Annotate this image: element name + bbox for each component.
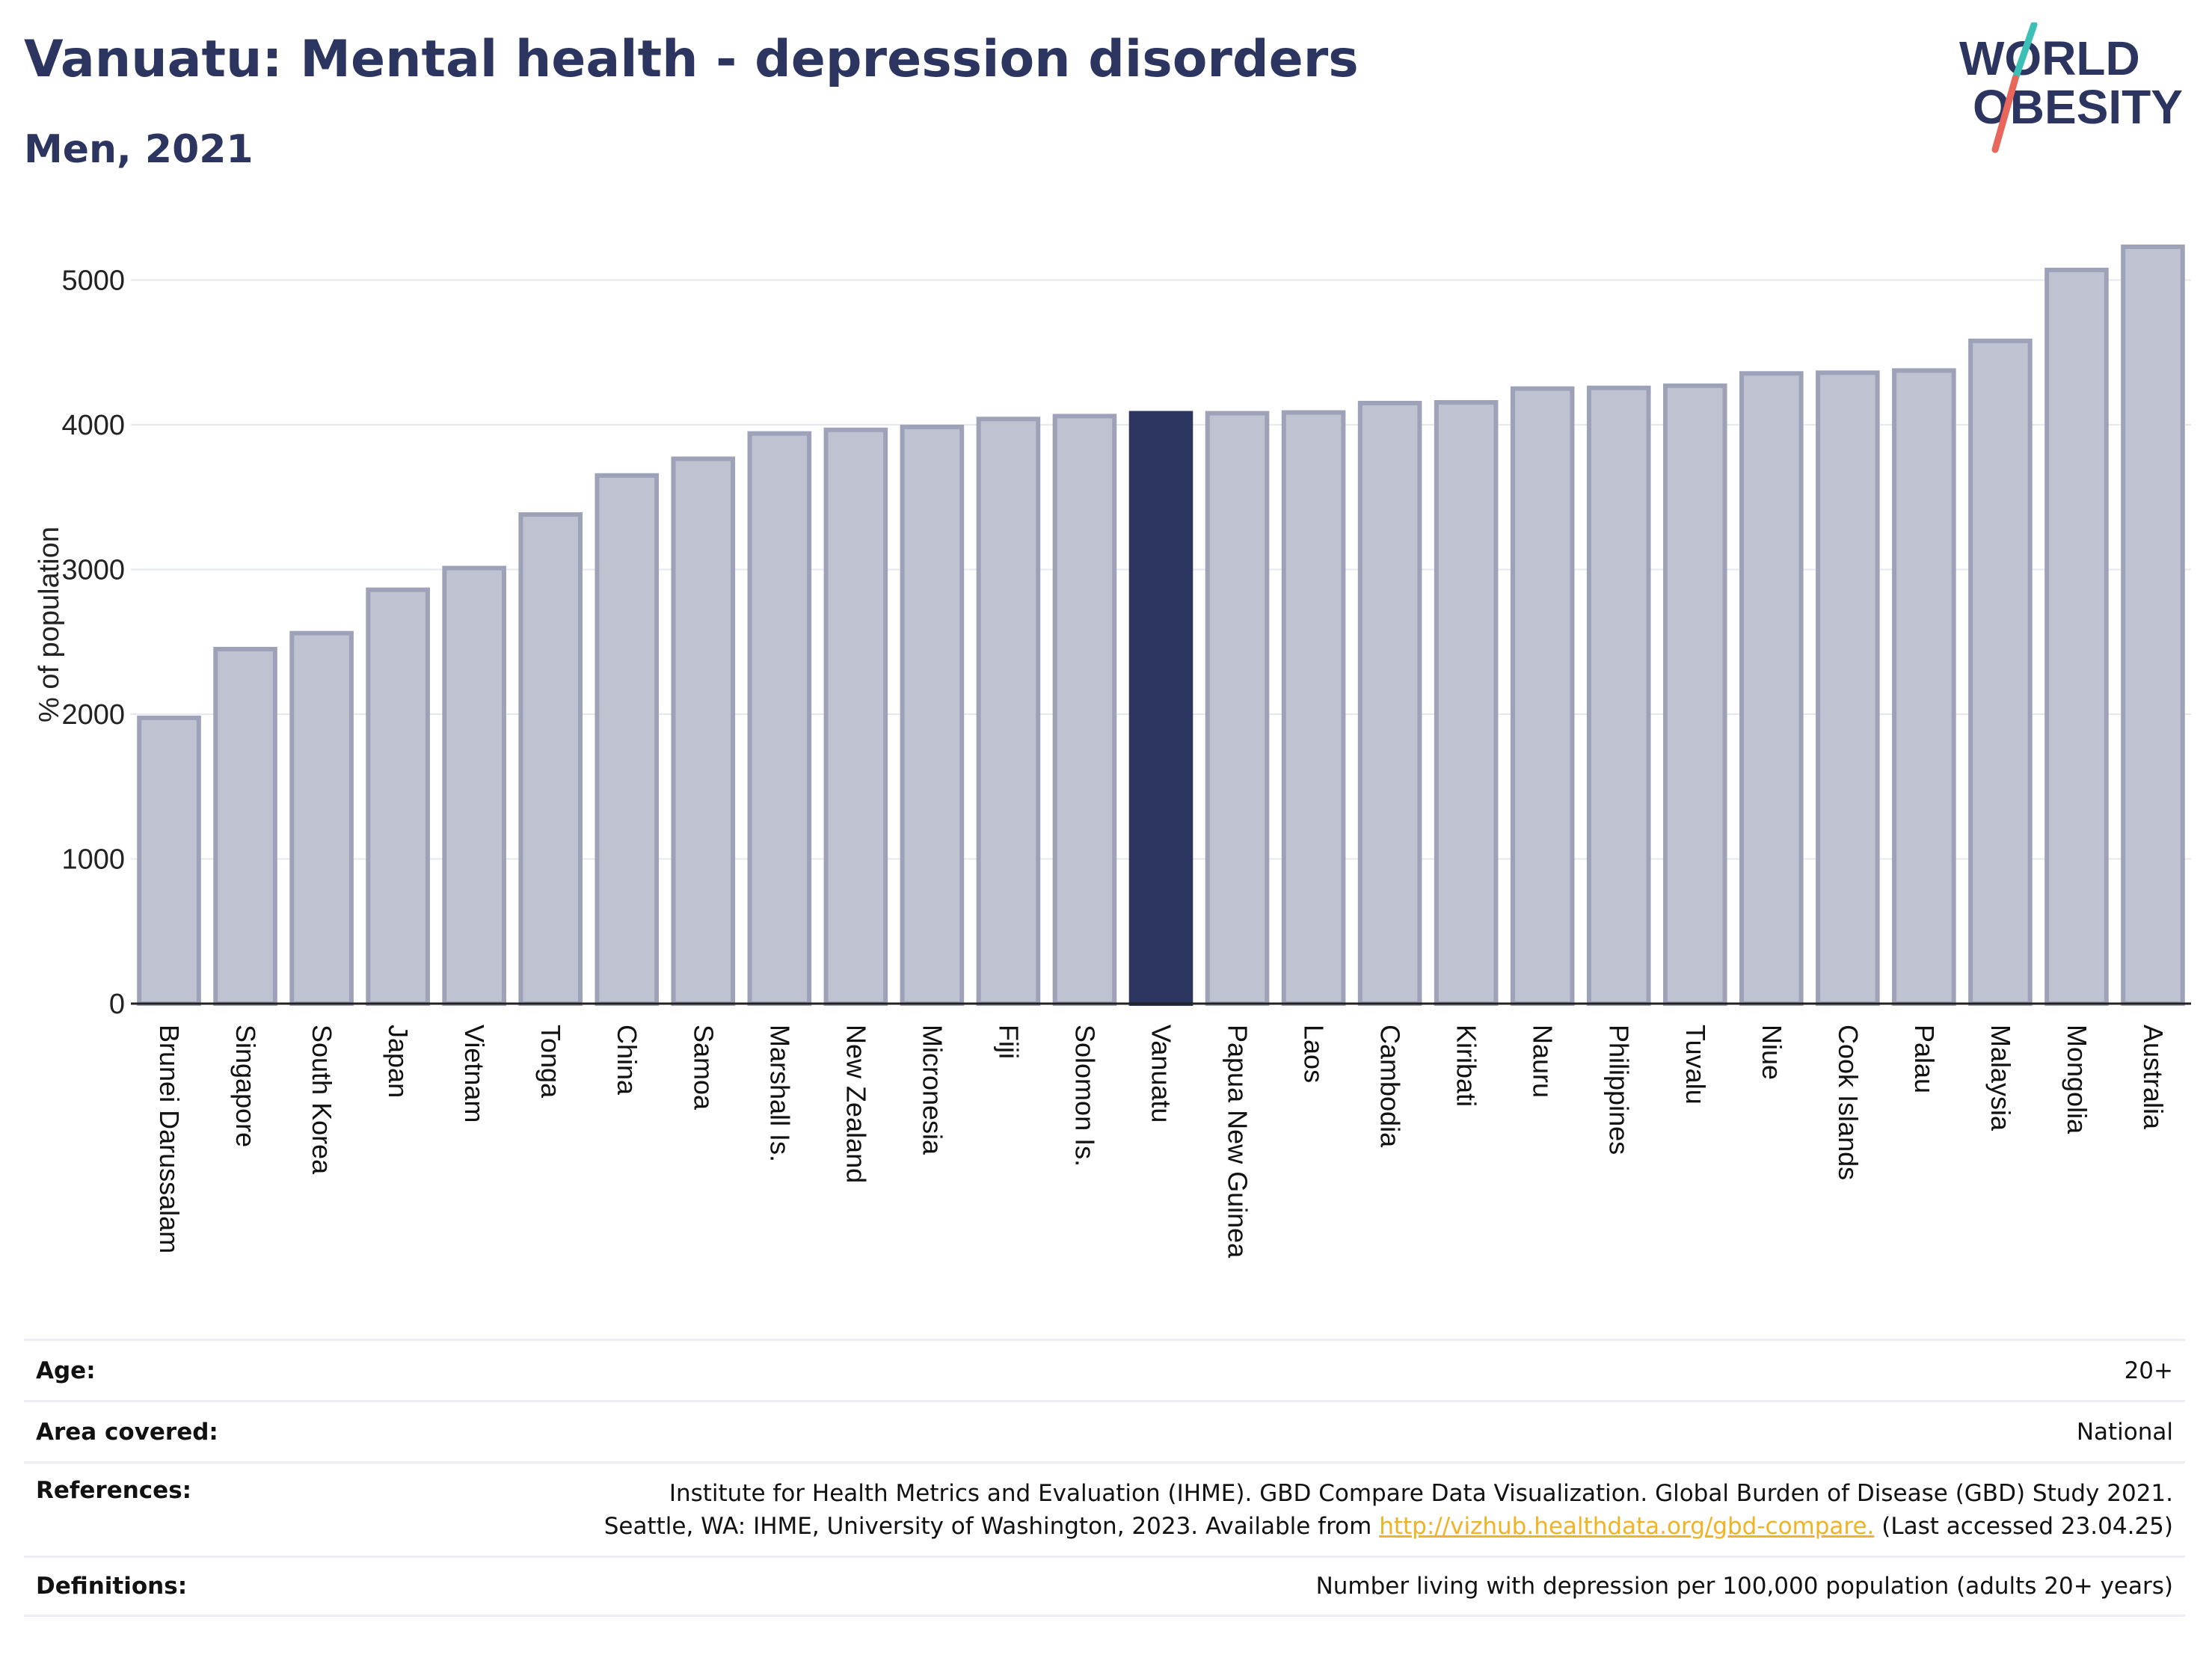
x-tick-label: Micronesia (917, 1025, 947, 1155)
y-tick-label: 4000 (61, 410, 125, 441)
y-tick-label: 3000 (61, 555, 125, 586)
x-tick-label: Papua New Guinea (1223, 1025, 1253, 1259)
x-tick-label: Australia (2138, 1025, 2169, 1130)
definitions-label: Definitions: (36, 1573, 188, 1600)
x-tick-label: Malaysia (1985, 1025, 2016, 1132)
bar-tonga (518, 512, 583, 1006)
logo-line-1: WORLD (1959, 31, 2140, 85)
bar-vanuatu (1128, 411, 1193, 1006)
x-tick-label: Fiji (993, 1025, 1024, 1059)
x-tick-label: Mongolia (2062, 1025, 2092, 1134)
world-obesity-logo: WORLD OBESITY (1959, 22, 2183, 153)
bar-niue (1739, 371, 1804, 1006)
bar-philippines (1586, 385, 1651, 1006)
x-tick-label: Palau (1909, 1025, 1940, 1093)
metadata-table: Age: 20+ Area covered: National Referenc… (24, 1339, 2185, 1617)
bar-china (595, 473, 660, 1006)
x-tick-label: Nauru (1528, 1025, 1558, 1098)
y-tick-label: 5000 (61, 265, 125, 297)
chart-subtitle: Men, 2021 (24, 127, 254, 172)
references-label: References: (36, 1477, 192, 1504)
axes: 0 1000 2000 3000 4000 5000 Brunei Darussalam Si… (61, 265, 2191, 1259)
area-label: Area covered: (36, 1418, 218, 1446)
bar-laos (1281, 410, 1346, 1006)
x-tick-label: Tonga (535, 1025, 566, 1099)
bar-cambodia (1357, 400, 1422, 1006)
bar-marshall-is- (747, 431, 812, 1006)
bar-singapore (213, 646, 277, 1006)
x-tick-label: New Zealand (841, 1025, 871, 1183)
references-line-2-suffix: (Last accessed 23.04.25) (1874, 1512, 2173, 1540)
x-tick-label: Tuvalu (1680, 1025, 1711, 1105)
x-tick-label: Vanuatu (1146, 1025, 1177, 1123)
bar-palau (1892, 368, 1956, 1006)
bar-samoa (671, 456, 736, 1006)
bar-papua-new-guinea (1205, 411, 1270, 1006)
bar-malaysia (1968, 338, 2033, 1006)
x-tick-label: Japan (383, 1025, 414, 1098)
definitions-value: Number living with depression per 100,00… (1315, 1573, 2173, 1600)
x-tick-label: Laos (1299, 1025, 1330, 1083)
references-line-2-prefix: Seattle, WA: IHME, University of Washing… (603, 1512, 1380, 1540)
references-line-1: Institute for Health Metrics and Evaluat… (669, 1479, 2173, 1507)
bar-nauru (1510, 386, 1575, 1006)
references-link[interactable]: http://vizhub.healthdata.org/gbd-compare… (1379, 1512, 1875, 1540)
bar-japan (366, 587, 430, 1006)
x-tick-label: Kiribati (1451, 1025, 1482, 1107)
bar-vietnam (442, 565, 506, 1006)
bar-cook-islands (1816, 370, 1880, 1006)
bar-new-zealand (823, 427, 888, 1006)
x-tick-label: Brunei Darussalam (154, 1025, 185, 1253)
bar-micronesia (900, 424, 965, 1006)
bar-brunei-darussalam (137, 715, 201, 1007)
x-tick-label: Singapore (230, 1025, 261, 1147)
y-tick-label: 2000 (61, 699, 125, 731)
meta-row-definitions: Definitions: Number living with depressi… (24, 1556, 2185, 1617)
x-tick-label: South Korea (307, 1025, 337, 1175)
bar-south-korea (289, 630, 354, 1006)
x-tick-label: Niue (1757, 1025, 1787, 1080)
meta-row-age: Age: 20+ (24, 1339, 2185, 1400)
x-tick-label: Cambodia (1375, 1025, 1406, 1148)
y-axis-label: % of population (34, 526, 65, 722)
logo-slash-bottom (1991, 75, 2019, 153)
bar-kiribati (1434, 400, 1499, 1006)
x-tick-label: Marshall Is. (764, 1025, 795, 1162)
meta-row-area: Area covered: National (24, 1400, 2185, 1461)
x-tick-label: Vietnam (459, 1025, 490, 1123)
bar-mongolia (2044, 267, 2109, 1006)
x-tick-label: Cook Islands (1833, 1025, 1864, 1180)
chart-title: Vanuatu: Mental health - depression diso… (24, 30, 1359, 89)
x-tick-label: China (612, 1025, 642, 1096)
bar-australia (2121, 244, 2185, 1006)
x-tick-label: Samoa (688, 1025, 719, 1111)
area-value: National (2076, 1418, 2173, 1446)
y-tick-label: 0 (109, 989, 125, 1020)
x-tick-label: Solomon Is. (1069, 1025, 1100, 1167)
references-value: Institute for Health Metrics and Evaluat… (604, 1477, 2173, 1543)
meta-row-references: References: Institute for Health Metrics… (24, 1461, 2185, 1556)
bar-solomon-is- (1052, 414, 1117, 1006)
x-tick-label: Philippines (1604, 1025, 1635, 1155)
age-label: Age: (36, 1357, 96, 1384)
bar-chart: 0 1000 2000 3000 4000 5000 Brunei Darussalam Si… (34, 244, 2191, 1259)
y-tick-label: 1000 (61, 844, 125, 876)
age-value: 20+ (2124, 1357, 2173, 1384)
bars (137, 244, 2185, 1007)
logo-slash-top (2012, 22, 2038, 82)
bar-tuvalu (1662, 383, 1727, 1006)
bar-fiji (976, 417, 1041, 1006)
